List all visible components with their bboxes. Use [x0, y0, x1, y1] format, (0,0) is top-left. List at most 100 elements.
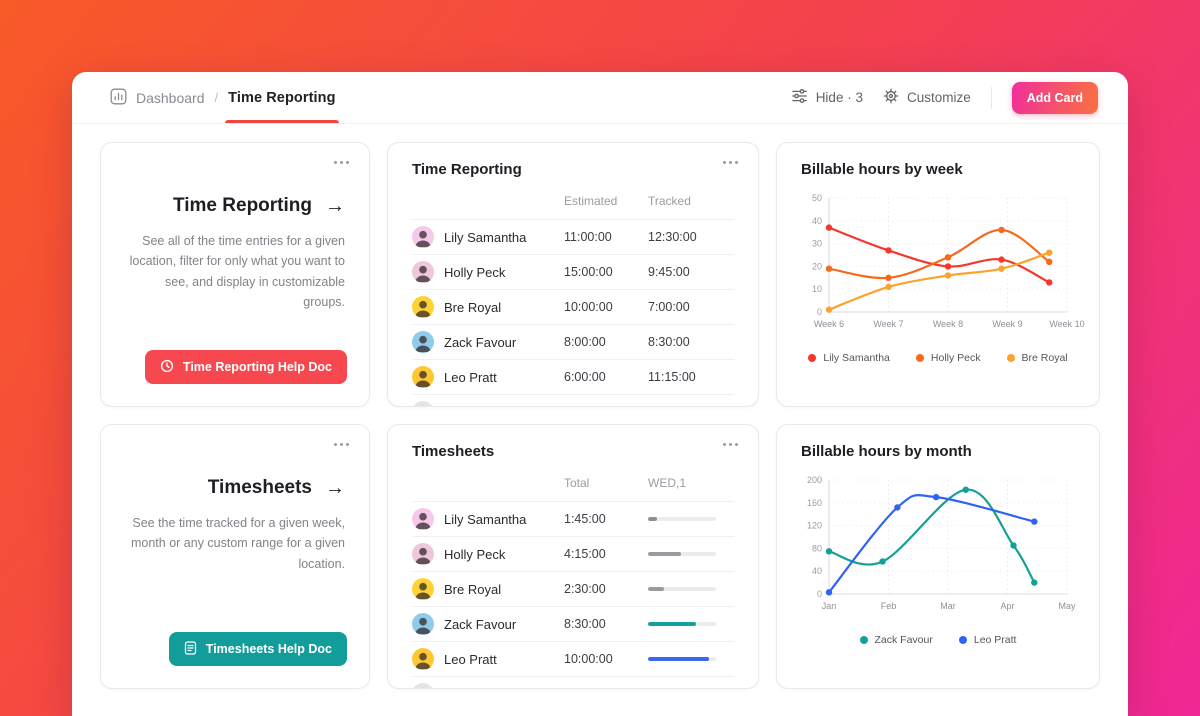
svg-text:160: 160: [807, 498, 822, 508]
chart-title: Billable hours by month: [801, 443, 972, 460]
table-row: Bre Royal 10:00:00 7:00:00: [412, 289, 734, 324]
row-name-cell: Bre Royal: [412, 296, 564, 318]
avatar: [412, 261, 434, 283]
time-reporting-help-doc-button[interactable]: Time Reporting Help Doc: [144, 350, 347, 384]
table-row: Lily Samantha 11:00:00 12:30:00: [412, 219, 734, 254]
legend-item: Bre Royal: [1006, 352, 1068, 364]
progress-fill: [648, 552, 681, 556]
table-body: Lily Samantha 11:00:00 12:30:00 Holly Peck 1…: [412, 219, 734, 406]
hide-button[interactable]: Hide · 3: [791, 88, 863, 107]
progress-bar: [648, 622, 716, 626]
svg-text:Feb: Feb: [881, 601, 897, 611]
row-value: 7:00:00: [648, 300, 690, 314]
row-value: 8:30:00: [648, 335, 690, 349]
breadcrumb-current-tab[interactable]: Time Reporting: [225, 72, 340, 123]
table-row: Leo Pratt 10:00:00: [412, 641, 734, 676]
card-menu-button[interactable]: [330, 157, 353, 168]
timesheets-table-card: Timesheets Total WED,1 Lily Samantha 1:45…: [387, 424, 759, 689]
gear-icon: [883, 88, 899, 107]
legend-dot: [1006, 354, 1015, 362]
person-icon: [415, 370, 431, 388]
progress-bar: [648, 517, 716, 521]
avatar: [412, 683, 434, 688]
avatar: [412, 366, 434, 388]
svg-text:Apr: Apr: [1000, 601, 1014, 611]
row-name-cell: Leo Pratt: [412, 366, 564, 388]
header-actions: Hide · 3 Customize Add Card: [791, 81, 1098, 114]
info-card-title-row[interactable]: Timesheets →: [125, 477, 345, 499]
row-value: 15:00:00: [564, 265, 613, 279]
row-bar-cell: [648, 657, 734, 661]
avatar: [412, 543, 434, 565]
time-reporting-info-card: Time Reporting → See all of the time ent…: [100, 142, 370, 407]
legend-dot: [958, 636, 967, 644]
avatar: [412, 226, 434, 248]
customize-button[interactable]: Customize: [883, 88, 971, 107]
billable-hours-by-month-chart: 0 40 80 120 160 200 Jan Feb Mar Apr May: [807, 475, 1076, 611]
legend-item: Lily Samantha: [808, 352, 890, 364]
row-bar-cell: [648, 552, 734, 556]
row-value-placeholder: [648, 403, 734, 406]
row-name-label: Bre Royal: [444, 581, 502, 597]
row-bar-cell: [648, 622, 734, 626]
svg-text:Week 7: Week 7: [873, 319, 903, 329]
clock-icon: [160, 359, 174, 376]
progress-fill: [648, 587, 665, 591]
svg-text:10: 10: [812, 284, 822, 294]
row-name-label: Bre Royal: [444, 299, 502, 315]
legend-label: Leo Pratt: [973, 634, 1017, 646]
table-row: Holly Peck 15:00:00 9:45:00: [412, 254, 734, 289]
arrow-right-icon: →: [325, 477, 345, 499]
table-row: Bre Royal 2:30:00: [412, 571, 734, 606]
avatar: [412, 331, 434, 353]
row-name-cell: Bre Royal: [412, 578, 564, 600]
row-value: 10:00:00: [564, 652, 613, 666]
timesheets-info-card: Timesheets → See the time tracked for a …: [100, 424, 370, 689]
svg-text:200: 200: [807, 475, 822, 485]
legend-item: Holly Peck: [915, 352, 981, 364]
table-header: Estimated Tracked: [412, 182, 734, 219]
legend-dot: [859, 636, 868, 644]
card-menu-button[interactable]: [719, 439, 742, 450]
timesheets-help-doc-button[interactable]: Timesheets Help Doc: [168, 632, 347, 666]
row-value-placeholder: [564, 403, 648, 406]
avatar: [412, 508, 434, 530]
progress-fill: [648, 622, 697, 626]
svg-text:Week 9: Week 9: [992, 319, 1022, 329]
person-icon: [421, 405, 425, 406]
row-value: 9:45:00: [648, 265, 690, 279]
svg-text:40: 40: [812, 216, 822, 226]
billable-hours-by-week-card: Billable hours by week 0 10 20 30 40 50 Week 6…: [776, 142, 1100, 407]
customize-label: Customize: [906, 90, 971, 105]
info-card-title: Time Reporting: [173, 195, 312, 216]
legend-item: Leo Pratt: [958, 634, 1017, 646]
row-value: 8:30:00: [564, 617, 606, 631]
card-menu-button[interactable]: [330, 439, 353, 450]
table-row: Leo Pratt 6:00:00 11:15:00: [412, 359, 734, 394]
table-header: Total WED,1: [412, 464, 734, 501]
arrow-right-icon: →: [325, 195, 345, 217]
row-name-cell: Holly Peck: [412, 261, 564, 283]
billable-hours-by-month-card: Billable hours by month 0 40 80 120 160 200 Ja…: [776, 424, 1100, 689]
dashboard-grid: Time Reporting → See all of the time ent…: [72, 124, 1128, 707]
row-value: 8:00:00: [564, 335, 606, 349]
row-value: 10:00:00: [564, 300, 613, 314]
card-menu-button[interactable]: [719, 157, 742, 168]
person-icon: [415, 547, 431, 565]
breadcrumb: Dashboard / Time Reporting: [110, 72, 340, 123]
person-icon: [415, 652, 431, 670]
info-card-title-row[interactable]: Time Reporting →: [125, 195, 345, 217]
svg-text:0: 0: [817, 307, 822, 317]
column-header-tracked: Tracked: [648, 193, 691, 208]
row-name-label: Holly Peck: [444, 264, 506, 280]
document-icon: [184, 640, 197, 658]
breadcrumb-dashboard[interactable]: Dashboard: [110, 88, 205, 108]
table-row: Zack Favour 8:30:00: [412, 606, 734, 641]
breadcrumb-separator: /: [214, 90, 219, 105]
row-value-placeholder: [564, 685, 648, 688]
add-card-button[interactable]: Add Card: [1011, 81, 1098, 114]
person-icon: [415, 335, 431, 353]
info-card-description: See all of the time entries for a given …: [129, 234, 345, 309]
row-name-label: Lily Samantha: [444, 229, 527, 245]
time-reporting-table-card: Time Reporting Estimated Tracked Lily Sa…: [387, 142, 759, 407]
